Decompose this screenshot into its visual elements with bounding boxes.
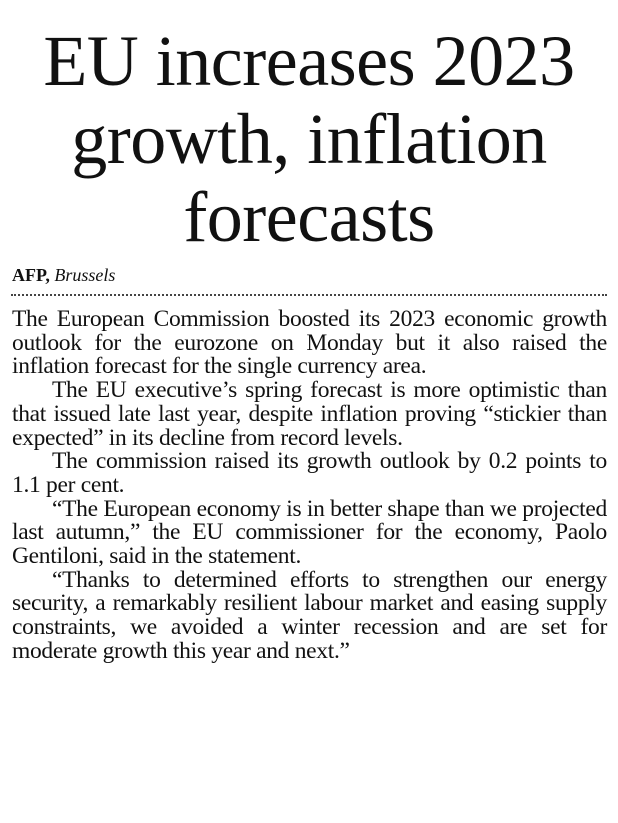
paragraph: “Thanks to determined efforts to strengt…	[12, 566, 607, 664]
byline-location: Brussels	[54, 265, 116, 285]
paragraph: The commission raised its growth outlook…	[12, 448, 607, 498]
dotted-divider	[11, 294, 607, 296]
paragraph: The European Commission boosted its 2023…	[12, 306, 607, 380]
headline: EU increases 2023 growth, inflation fore…	[43, 21, 575, 257]
article-body: The European Commission boosted its 2023…	[12, 306, 607, 664]
byline-agency: AFP,	[12, 265, 50, 285]
paragraph: The EU executive’s spring forecast is mo…	[12, 377, 607, 451]
paragraph: “The European economy is in better shape…	[12, 495, 607, 570]
byline: AFP, Brussels	[12, 264, 618, 286]
